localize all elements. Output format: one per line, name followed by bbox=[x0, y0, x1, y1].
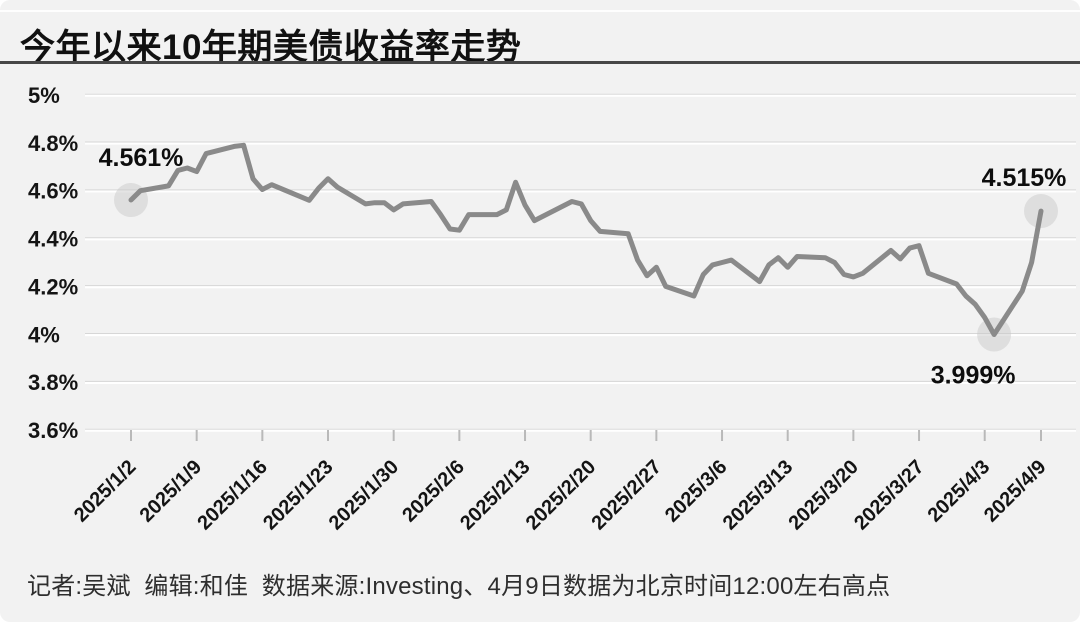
x-tick-label: 2025/2/13 bbox=[456, 456, 534, 534]
footer-credits: 记者:吴斌 编辑:和佳 数据来源:Investing、4月9日数据为北京时间12… bbox=[27, 573, 891, 600]
y-tick-label: 3.8% bbox=[28, 370, 78, 395]
title-divider bbox=[0, 61, 1080, 64]
page-title: 今年以来10年期美债收益率走势 bbox=[20, 28, 522, 67]
y-tick-label: 3.6% bbox=[28, 418, 78, 443]
y-tick-label: 5% bbox=[28, 83, 60, 108]
yield-line bbox=[128, 142, 1044, 337]
y-tick-label: 4.4% bbox=[28, 227, 78, 252]
x-tick-label: 2025/3/13 bbox=[719, 456, 797, 534]
x-tick-label: 2025/1/2 bbox=[70, 456, 141, 527]
y-tick-label: 4.8% bbox=[28, 131, 78, 156]
card-top-edge bbox=[0, 10, 1080, 12]
y-tick-label: 4.6% bbox=[28, 179, 78, 204]
x-tick-label: 2025/2/20 bbox=[522, 456, 600, 534]
annotation-label: 4.561% bbox=[99, 144, 184, 172]
x-tick-label: 2025/1/16 bbox=[193, 456, 271, 534]
y-tick-label: 4.2% bbox=[28, 274, 78, 299]
annotation-label: 4.515% bbox=[982, 164, 1067, 192]
x-tick-label: 2025/4/9 bbox=[980, 456, 1051, 527]
x-tick-label: 2025/1/30 bbox=[325, 456, 403, 534]
annotation-label: 3.999% bbox=[931, 362, 1016, 390]
x-tick-label: 2025/2/27 bbox=[587, 456, 665, 534]
x-tick-label: 2025/1/23 bbox=[259, 456, 337, 534]
y-tick-label: 4% bbox=[28, 322, 60, 347]
x-tick-label: 2025/3/27 bbox=[850, 456, 928, 534]
x-tick-label: 2025/3/20 bbox=[784, 456, 862, 534]
